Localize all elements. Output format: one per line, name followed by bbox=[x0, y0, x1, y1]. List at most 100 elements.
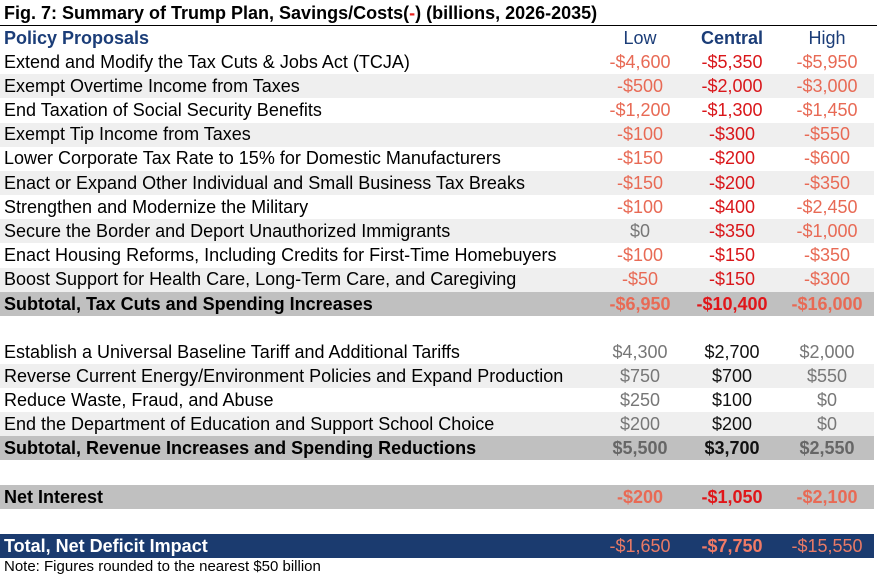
subtotal-high: -$16,000 bbox=[791, 293, 863, 314]
row-label: Enact Housing Reforms, Including Credits… bbox=[4, 245, 557, 266]
total-label: Total, Net Deficit Impact bbox=[4, 535, 208, 556]
cell-low: $750 bbox=[619, 365, 661, 386]
row-label: Reduce Waste, Fraud, and Abuse bbox=[4, 389, 274, 410]
title-suffix: ) (billions, 2026-2035) bbox=[415, 3, 598, 23]
cell-central: -$5,350 bbox=[701, 51, 763, 72]
net-interest-central: -$1,050 bbox=[701, 486, 763, 507]
table-row: End the Department of Education and Supp… bbox=[0, 412, 874, 436]
cell-central: -$150 bbox=[708, 245, 756, 266]
cell-low: -$150 bbox=[616, 172, 664, 193]
cell-central: -$200 bbox=[708, 148, 756, 169]
cell-low: -$1,200 bbox=[609, 99, 671, 120]
cell-low: -$4,600 bbox=[609, 51, 671, 72]
header-row: Policy Proposals Low Central High bbox=[0, 26, 874, 50]
subtotal-central: $3,700 bbox=[704, 437, 760, 458]
title-rule bbox=[0, 25, 877, 26]
cell-central: $200 bbox=[711, 413, 753, 434]
net-interest-low: -$200 bbox=[616, 486, 664, 507]
table-row: Exempt Overtime Income from Taxes -$500 -$… bbox=[0, 74, 874, 99]
header-label: Policy Proposals bbox=[4, 27, 150, 48]
row-label: Exempt Overtime Income from Taxes bbox=[4, 75, 300, 96]
row-label: Establish a Universal Baseline Tariff an… bbox=[4, 341, 460, 362]
cell-low: $250 bbox=[619, 389, 661, 410]
cell-high: $550 bbox=[806, 365, 848, 386]
cell-high: -$350 bbox=[803, 172, 851, 193]
subtotal-label: Subtotal, Tax Cuts and Spending Increase… bbox=[4, 293, 373, 314]
cell-central: -$400 bbox=[708, 196, 756, 217]
cell-central: $2,700 bbox=[704, 341, 760, 362]
cell-low: -$100 bbox=[616, 245, 664, 266]
title-neg-sign: - bbox=[409, 3, 416, 23]
subtotal-low: -$6,950 bbox=[609, 293, 671, 314]
row-label: End the Department of Education and Supp… bbox=[4, 413, 495, 434]
net-interest-label: Net Interest bbox=[4, 486, 104, 507]
subtotal-low: $5,500 bbox=[612, 437, 668, 458]
table-row: Extend and Modify the Tax Cuts & Jobs Ac… bbox=[0, 50, 874, 74]
row-label: Enact or Expand Other Individual and Sma… bbox=[4, 172, 525, 193]
table-row: Enact or Expand Other Individual and Sma… bbox=[0, 171, 874, 195]
cell-high: -$1,000 bbox=[796, 220, 858, 241]
title-prefix: Fig. 7: Summary of Trump Plan, Savings/C… bbox=[4, 3, 410, 23]
table-row: Reduce Waste, Fraud, and Abuse $250 $100 $0 bbox=[0, 388, 874, 412]
cell-high: -$550 bbox=[803, 124, 851, 145]
table-row: Lower Corporate Tax Rate to 15% for Dome… bbox=[0, 147, 874, 171]
table-row: Strengthen and Modernize the Military -$1… bbox=[0, 195, 874, 219]
footnote: Note: Figures rounded to the nearest $50… bbox=[4, 558, 321, 575]
header-low: Low bbox=[623, 27, 657, 48]
subtotal-spending-row: Subtotal, Tax Cuts and Spending Increase… bbox=[0, 292, 874, 316]
cell-high: $0 bbox=[816, 389, 838, 410]
cell-high: -$1,450 bbox=[796, 99, 858, 120]
cell-low: $4,300 bbox=[612, 341, 668, 362]
subtotal-central: -$10,400 bbox=[696, 293, 768, 314]
cell-central: -$1,300 bbox=[701, 99, 763, 120]
table-row: Secure the Border and Deport Unauthorize… bbox=[0, 219, 874, 244]
row-label: Boost Support for Health Care, Long-Term… bbox=[4, 269, 517, 290]
cell-central: -$2,000 bbox=[701, 75, 763, 96]
cell-high: $2,000 bbox=[799, 341, 855, 362]
subtotal-revenue-row: Subtotal, Revenue Increases and Spending… bbox=[0, 436, 874, 460]
table-row: Boost Support for Health Care, Long-Term… bbox=[0, 267, 874, 292]
row-label: Extend and Modify the Tax Cuts & Jobs Ac… bbox=[4, 51, 410, 72]
cell-high: -$3,000 bbox=[796, 75, 858, 96]
cell-high: -$2,450 bbox=[796, 196, 858, 217]
cell-central: -$150 bbox=[708, 269, 756, 290]
cell-high: -$5,950 bbox=[796, 51, 858, 72]
table-row: Reverse Current Energy/Environment Polic… bbox=[0, 364, 874, 388]
cell-low: $0 bbox=[629, 220, 651, 241]
cell-central: -$200 bbox=[708, 172, 756, 193]
cell-central: $100 bbox=[711, 389, 753, 410]
table-row: End Taxation of Social Security Benefits… bbox=[0, 98, 874, 122]
cell-low: -$150 bbox=[616, 148, 664, 169]
cell-low: $200 bbox=[619, 413, 661, 434]
row-label: Secure the Border and Deport Unauthorize… bbox=[4, 220, 451, 241]
table-row: Exempt Tip Income from Taxes -$100 -$300 -$… bbox=[0, 122, 874, 147]
cell-central: -$300 bbox=[708, 124, 756, 145]
cell-high: -$350 bbox=[803, 245, 851, 266]
cell-central: $700 bbox=[711, 365, 753, 386]
cell-low: -$50 bbox=[621, 269, 659, 290]
cell-high: -$300 bbox=[803, 269, 851, 290]
figure-title: Fig. 7: Summary of Trump Plan, Savings/C… bbox=[4, 2, 597, 26]
row-label: Reverse Current Energy/Environment Polic… bbox=[4, 365, 564, 386]
header-high: High bbox=[808, 27, 846, 48]
net-interest-high: -$2,100 bbox=[796, 486, 858, 507]
table-row: Establish a Universal Baseline Tariff an… bbox=[0, 340, 874, 364]
cell-high: -$600 bbox=[803, 148, 851, 169]
cell-low: -$100 bbox=[616, 196, 664, 217]
subtotal-high: $2,550 bbox=[799, 437, 855, 458]
total-row: Total, Net Deficit Impact -$1,650 -$7,75… bbox=[0, 534, 874, 558]
header-central: Central bbox=[700, 27, 763, 48]
subtotal-label: Subtotal, Revenue Increases and Spending… bbox=[4, 437, 477, 458]
row-label: Lower Corporate Tax Rate to 15% for Dome… bbox=[4, 148, 501, 169]
row-label: Exempt Tip Income from Taxes bbox=[4, 124, 251, 145]
row-label: End Taxation of Social Security Benefits bbox=[4, 99, 322, 120]
row-label: Strengthen and Modernize the Military bbox=[4, 196, 309, 217]
cell-low: -$100 bbox=[616, 124, 664, 145]
net-interest-row: Net Interest -$200 -$1,050 -$2,100 bbox=[0, 485, 874, 509]
total-central: -$7,750 bbox=[701, 535, 763, 556]
cell-low: -$500 bbox=[616, 75, 664, 96]
total-high: -$15,550 bbox=[791, 535, 863, 556]
cell-high: $0 bbox=[816, 413, 838, 434]
cell-central: -$350 bbox=[708, 220, 756, 241]
table-row: Enact Housing Reforms, Including Credits… bbox=[0, 244, 874, 268]
